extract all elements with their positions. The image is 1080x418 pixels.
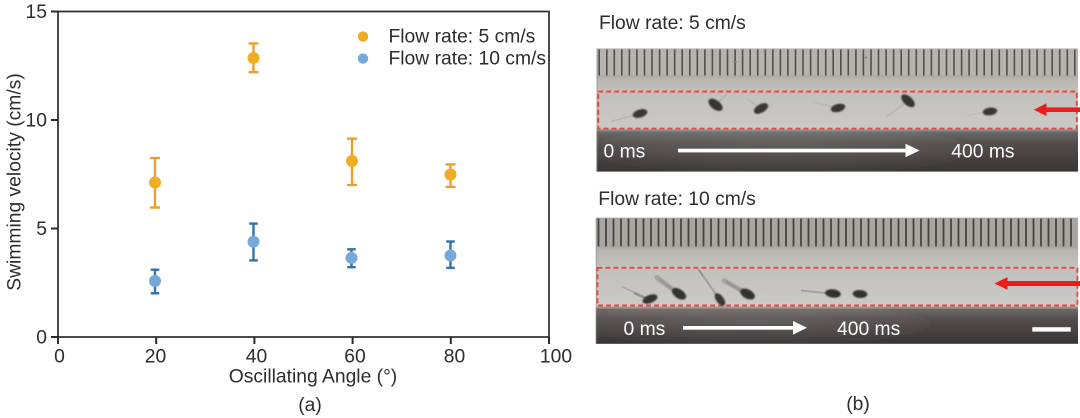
svg-text:Flow rate: 5 cm/s: Flow rate: 5 cm/s [599,13,746,34]
svg-text:Swimming velocity (cm/s): Swimming velocity (cm/s) [5,73,26,290]
svg-text:0 ms: 0 ms [604,141,646,162]
svg-text:Flow rate: 10 cm/s: Flow rate: 10 cm/s [598,189,756,210]
svg-text:Flow rate: 10 cm/s: Flow rate: 10 cm/s [389,48,547,69]
svg-text:400 ms: 400 ms [837,319,900,340]
svg-text:(b): (b) [846,394,870,415]
svg-text:0: 0 [54,347,65,368]
svg-text:Oscillating Angle (°): Oscillating Angle (°) [229,367,397,388]
svg-text:0: 0 [36,328,47,349]
svg-text:10: 10 [26,111,47,132]
svg-text:(a): (a) [298,395,322,416]
svg-text:5: 5 [36,219,47,240]
svg-text:40: 40 [246,347,267,368]
svg-text:Flow rate: 5 cm/s: Flow rate: 5 cm/s [389,26,536,47]
svg-text:0 ms: 0 ms [624,319,666,340]
svg-text:80: 80 [444,347,465,368]
svg-text:100: 100 [540,347,572,368]
svg-text:60: 60 [344,347,365,368]
svg-text:20: 20 [145,347,166,368]
svg-text:400 ms: 400 ms [951,142,1014,163]
svg-text:15: 15 [26,2,47,23]
